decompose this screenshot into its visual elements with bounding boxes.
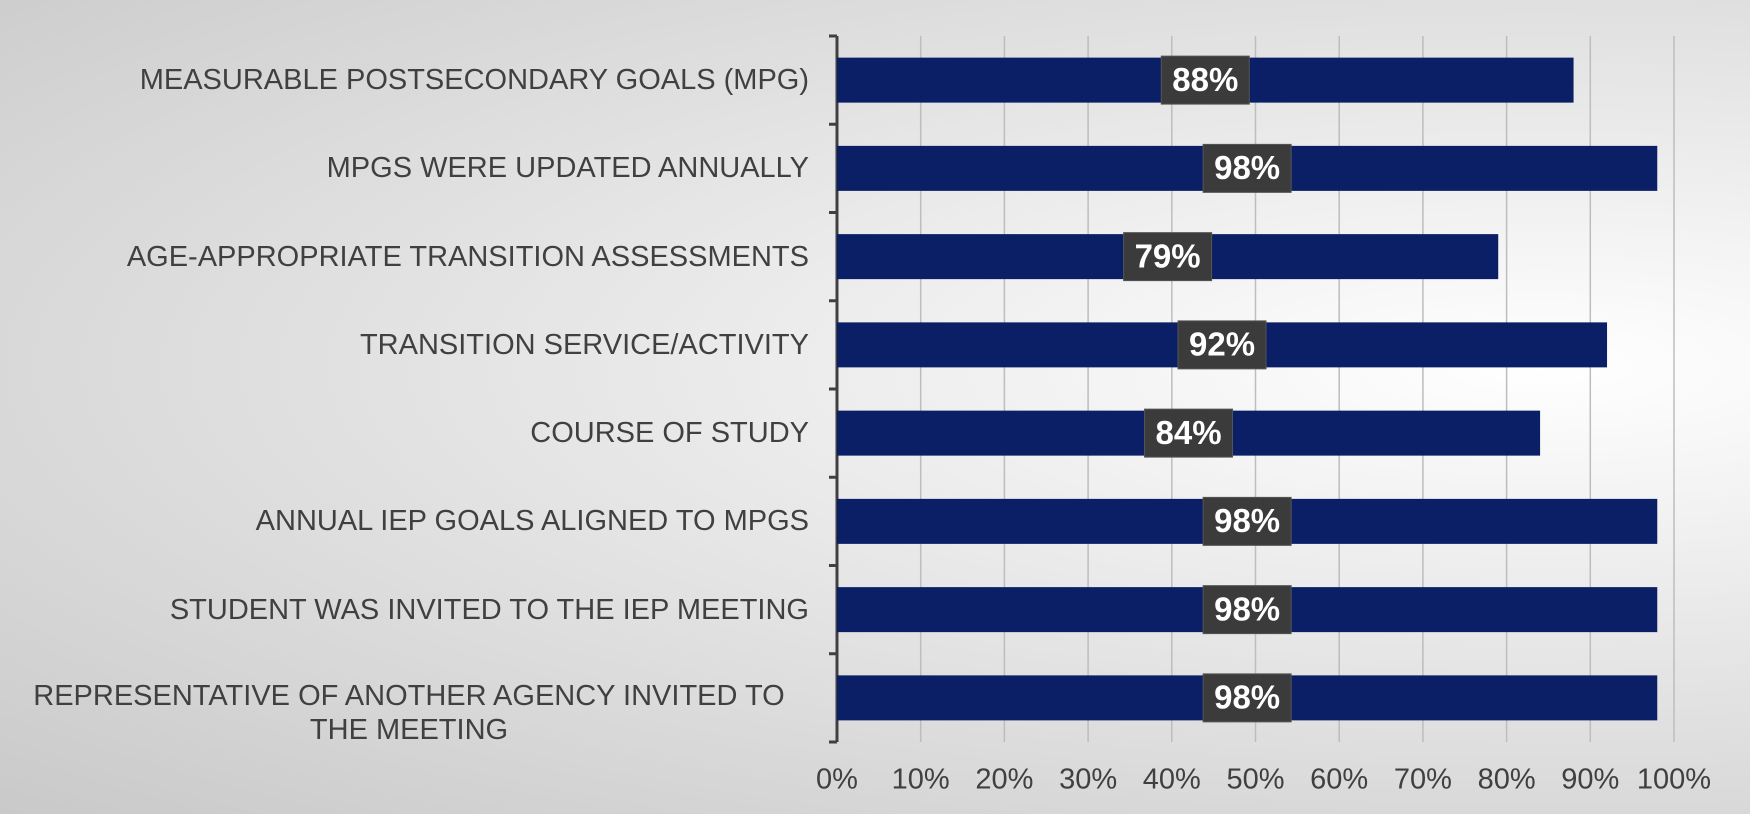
data-label-box — [1202, 585, 1292, 635]
data-label-box — [1202, 496, 1292, 546]
category-label: REPRESENTATIVE OF ANOTHER AGENCY INVITED… — [33, 679, 785, 746]
x-tick-label: 100% — [1637, 764, 1711, 796]
data-label-box — [1160, 55, 1250, 105]
x-tick-label: 10% — [892, 764, 950, 796]
category-label: MEASURABLE POSTSECONDARY GOALS (MPG) — [139, 64, 809, 97]
x-tick-label: 90% — [1561, 764, 1619, 796]
x-tick-label: 20% — [975, 764, 1033, 796]
data-label: 84% — [1156, 414, 1222, 451]
data-label-box — [1202, 143, 1292, 193]
data-label: 98% — [1214, 679, 1280, 716]
x-tick-label: 60% — [1310, 764, 1368, 796]
category-label: COURSE OF STUDY — [530, 417, 809, 450]
data-label: 98% — [1214, 502, 1280, 539]
x-tick-label: 80% — [1478, 764, 1536, 796]
x-tick-label: 40% — [1143, 764, 1201, 796]
x-tick-label: 30% — [1059, 764, 1117, 796]
data-label: 98% — [1214, 590, 1280, 627]
x-tick-label: 0% — [816, 764, 858, 796]
category-label: ANNUAL IEP GOALS ALIGNED TO MPGS — [255, 505, 809, 538]
data-label: 98% — [1214, 149, 1280, 186]
category-label: STUDENT WAS INVITED TO THE IEP MEETING — [169, 593, 809, 626]
x-tick-label: 50% — [1226, 764, 1284, 796]
data-label: 79% — [1135, 237, 1201, 274]
x-tick-label: 70% — [1394, 764, 1452, 796]
data-label-box — [1144, 408, 1234, 458]
data-label: 88% — [1172, 61, 1238, 98]
data-label: 92% — [1189, 326, 1255, 363]
data-label-box — [1177, 320, 1267, 370]
category-label: MPGS WERE UPDATED ANNUALLY — [326, 152, 809, 185]
category-label: TRANSITION SERVICE/ACTIVITY — [359, 328, 809, 361]
data-label-box — [1123, 232, 1213, 282]
data-label-box — [1202, 673, 1292, 723]
category-label: AGE-APPROPRIATE TRANSITION ASSESSMENTS — [126, 240, 809, 273]
